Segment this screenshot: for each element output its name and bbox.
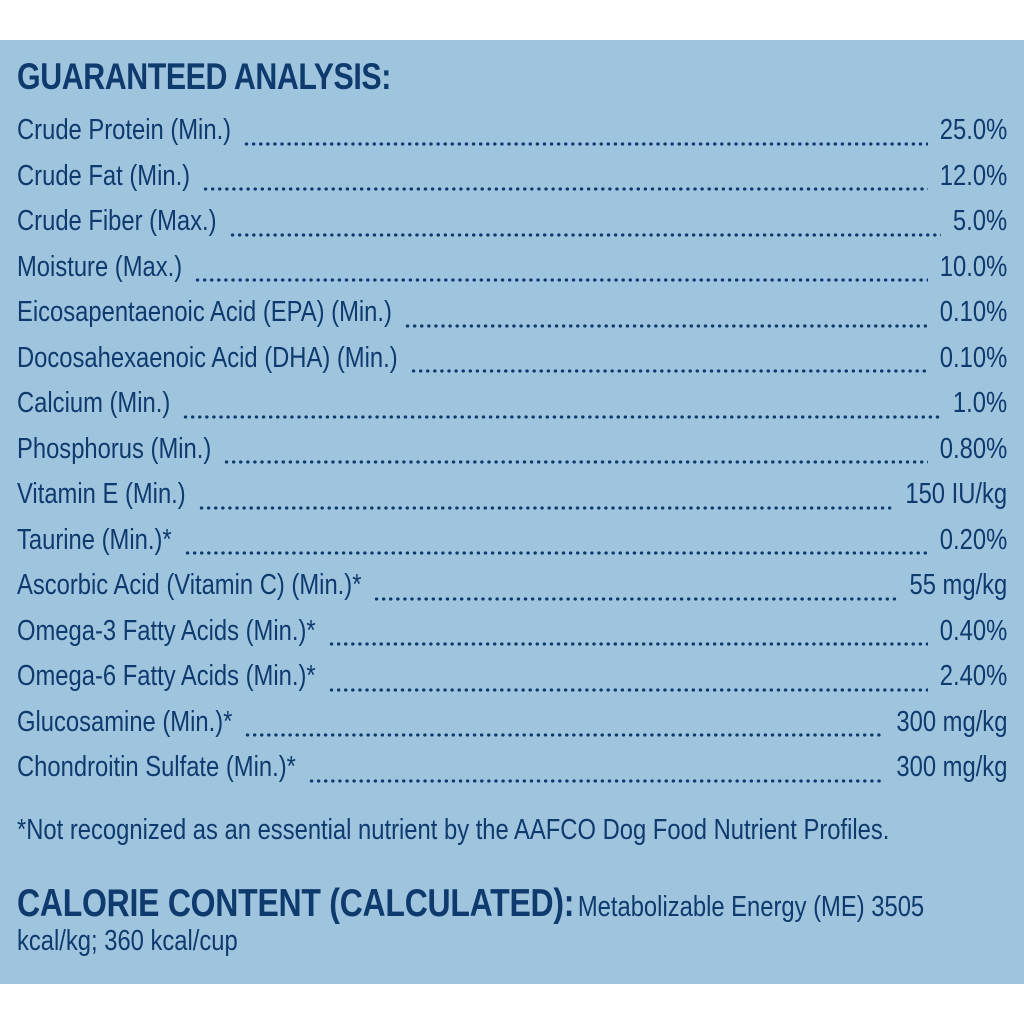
- footnote: *Not recognized as an essential nutrient…: [17, 814, 890, 846]
- dot-leader: [223, 441, 928, 466]
- nutrient-value: 5.0%: [952, 205, 1007, 238]
- nutrient-label: Moisture (Max.): [17, 250, 183, 283]
- nutrient-value: 10.0%: [939, 250, 1007, 283]
- nutrient-label: Phosphorus (Min.): [17, 432, 212, 465]
- table-row: Crude Fat (Min.) 12.0%: [17, 154, 1007, 200]
- table-row: Omega-6 Fatty Acids (Min.)* 2.40%: [17, 654, 1007, 700]
- nutrient-value: 55 mg/kg: [909, 569, 1007, 602]
- table-row: Docosahexaenoic Acid (DHA) (Min.) 0.10%: [17, 336, 1007, 382]
- table-row: Eicosapentaenoic Acid (EPA) (Min.) 0.10%: [17, 290, 1007, 336]
- nutrient-value: 150 IU/kg: [905, 478, 1007, 511]
- table-row: Vitamin E (Min.) 150 IU/kg: [17, 472, 1007, 518]
- dot-leader: [197, 486, 894, 511]
- nutrient-label: Omega-3 Fatty Acids (Min.)*: [17, 614, 316, 647]
- dot-leader: [228, 213, 941, 238]
- guaranteed-analysis-panel: GUARANTEED ANALYSIS: Crude Protein (Min.…: [0, 40, 1024, 984]
- nutrient-label: Crude Protein (Min.): [17, 114, 232, 147]
- table-row: Crude Fiber (Max.) 5.0%: [17, 199, 1007, 245]
- nutrient-label: Omega-6 Fatty Acids (Min.)*: [17, 660, 316, 693]
- dot-leader: [194, 259, 928, 284]
- nutrient-label: Docosahexaenoic Acid (DHA) (Min.): [17, 341, 398, 374]
- nutrient-value: 2.40%: [939, 660, 1007, 693]
- table-row: Ascorbic Acid (Vitamin C) (Min.)* 55 mg/k…: [17, 563, 1007, 609]
- nutrient-value: 0.40%: [939, 614, 1007, 647]
- nutrient-label: Calcium (Min.): [17, 387, 171, 420]
- nutrient-label: Eicosapentaenoic Acid (EPA) (Min.): [17, 296, 392, 329]
- nutrient-value: 300 mg/kg: [895, 705, 1007, 738]
- dot-leader: [307, 759, 884, 784]
- table-row: Moisture (Max.) 10.0%: [17, 245, 1007, 291]
- table-row: Crude Protein (Min.) 25.0%: [17, 108, 1007, 154]
- table-row: Omega-3 Fatty Acids (Min.)* 0.40%: [17, 609, 1007, 655]
- calorie-content: CALORIE CONTENT (CALCULATED): Metaboliza…: [17, 882, 993, 956]
- nutrient-value: 0.80%: [939, 432, 1007, 465]
- dot-leader: [327, 623, 928, 648]
- nutrient-value: 0.10%: [939, 341, 1007, 374]
- dot-leader: [183, 532, 928, 557]
- nutrient-value: 0.20%: [939, 523, 1007, 556]
- table-row: Calcium (Min.) 1.0%: [17, 381, 1007, 427]
- analysis-table: Crude Protein (Min.) 25.0% Crude Fat (Min.…: [17, 108, 1007, 791]
- nutrient-label: Chondroitin Sulfate (Min.)*: [17, 751, 296, 784]
- dot-leader: [244, 714, 884, 739]
- table-row: Chondroitin Sulfate (Min.)* 300 mg/kg: [17, 745, 1007, 791]
- dot-leader: [373, 577, 898, 602]
- table-row: Taurine (Min.)* 0.20%: [17, 518, 1007, 564]
- dot-leader: [202, 168, 928, 193]
- nutrient-value: 300 mg/kg: [895, 751, 1007, 784]
- nutrient-label: Vitamin E (Min.): [17, 478, 186, 511]
- nutrient-value: 25.0%: [939, 114, 1007, 147]
- dot-leader: [243, 122, 928, 147]
- nutrient-label: Taurine (Min.)*: [17, 523, 172, 556]
- nutrient-value: 0.10%: [939, 296, 1007, 329]
- dot-leader: [409, 350, 928, 375]
- table-row: Glucosamine (Min.)* 300 mg/kg: [17, 700, 1007, 746]
- calorie-text: Metabolizable Energy (ME) 3505 kcal/kg; …: [17, 891, 925, 957]
- nutrient-label: Crude Fat (Min.): [17, 159, 191, 192]
- nutrient-value: 12.0%: [939, 159, 1007, 192]
- table-row: Phosphorus (Min.) 0.80%: [17, 427, 1007, 473]
- dot-leader: [403, 304, 928, 329]
- dot-leader: [327, 668, 928, 693]
- nutrient-label: Glucosamine (Min.)*: [17, 705, 233, 738]
- calorie-title: CALORIE CONTENT (CALCULATED):: [17, 882, 575, 925]
- nutrient-value: 1.0%: [952, 387, 1007, 420]
- dot-leader: [182, 395, 941, 420]
- heading: GUARANTEED ANALYSIS:: [17, 56, 391, 97]
- nutrient-label: Crude Fiber (Max.): [17, 205, 217, 238]
- nutrient-label: Ascorbic Acid (Vitamin C) (Min.)*: [17, 569, 362, 602]
